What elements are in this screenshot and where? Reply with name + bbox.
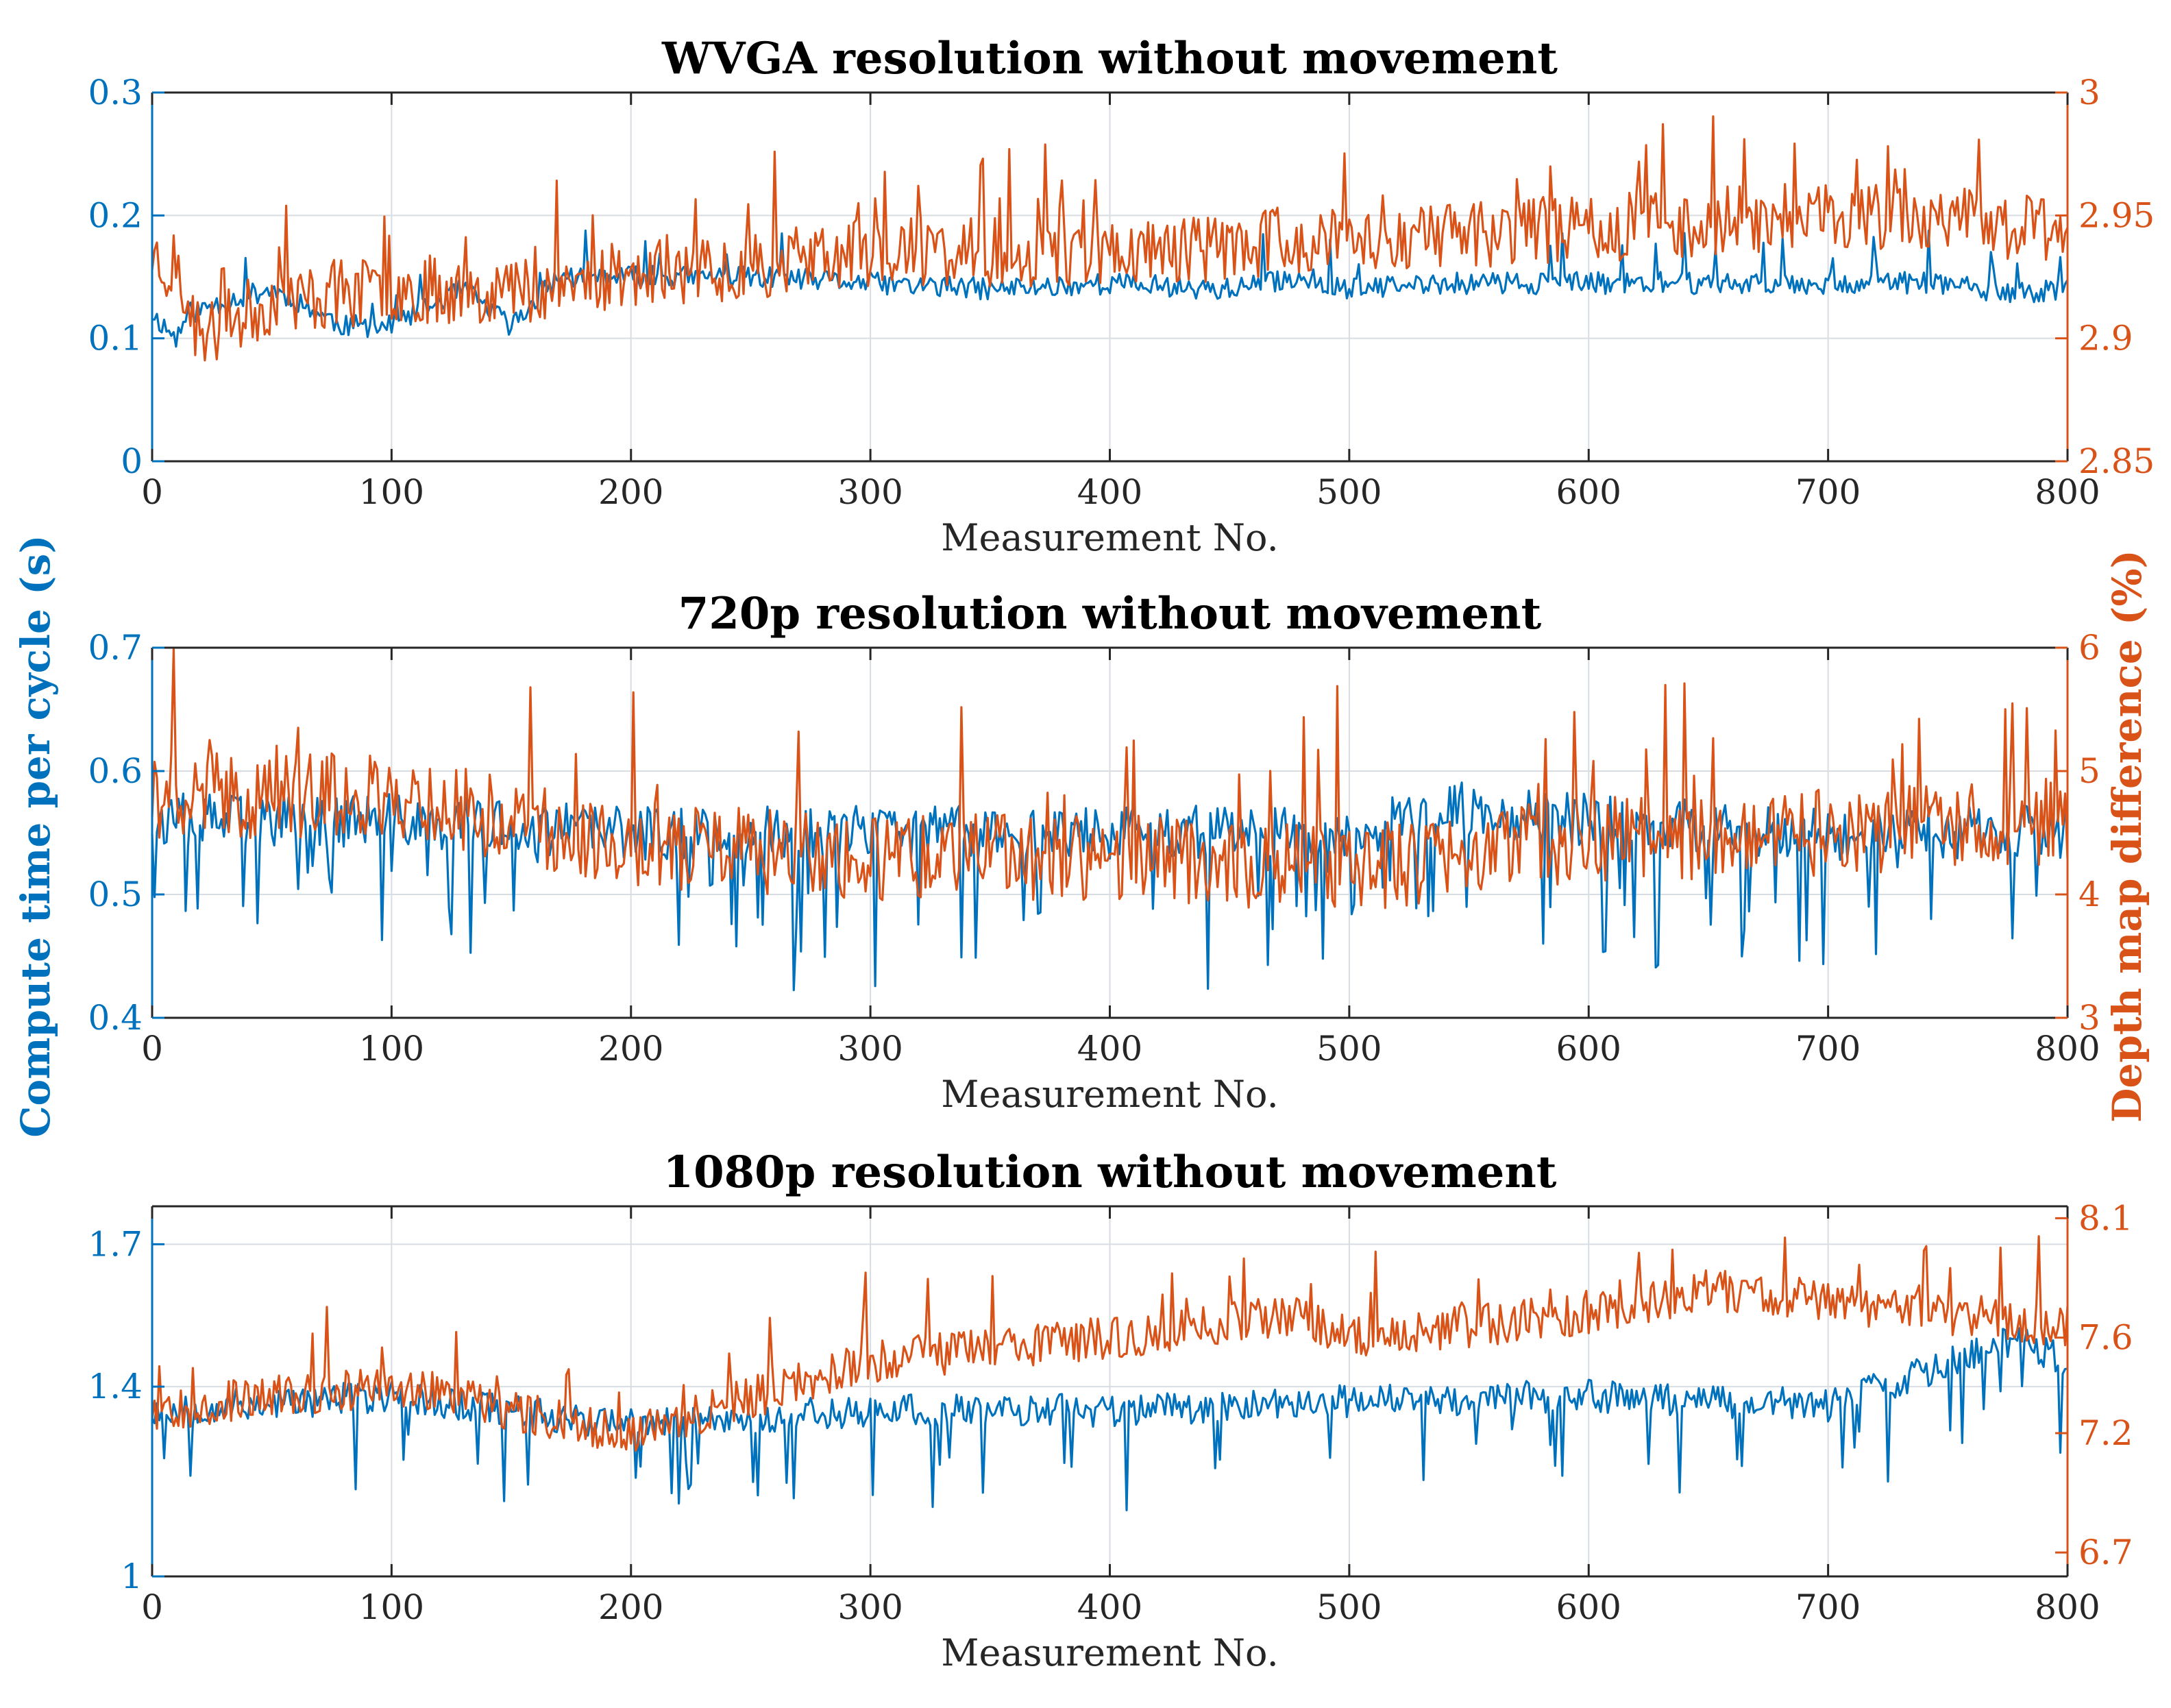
x-tick-label: 400 (1077, 1029, 1142, 1069)
y-left-tick-label: 1.7 (88, 1224, 143, 1264)
chart-title: 1080p resolution without movement (663, 1147, 1557, 1198)
y-left-tick-label: 1 (121, 1557, 143, 1596)
x-tick-label: 500 (1316, 1029, 1382, 1069)
x-axis-label: Measurement No. (941, 1631, 1279, 1674)
x-tick-label: 0 (141, 472, 163, 512)
x-tick-label: 800 (2035, 1029, 2100, 1069)
y-right-tick-label: 6 (2078, 628, 2100, 668)
x-tick-label: 100 (359, 472, 424, 512)
y-right-tick-label: 7.6 (2078, 1318, 2133, 1358)
x-tick-label: 500 (1316, 472, 1382, 512)
y-right-tick-label: 3 (2078, 998, 2100, 1038)
x-tick-label: 200 (598, 1587, 663, 1627)
series-line-right (151, 115, 2069, 362)
chart-panel-3: 0 100 200 300 400 500 600 700 800 1 1.4 1.7 6.7 7.2 7.… (88, 1147, 2133, 1674)
y-left-tick-label: 0.7 (88, 628, 143, 668)
shared-ylabel-left: Compute time per cycle (s) (12, 535, 59, 1137)
y-right-tick-label: 8.1 (2078, 1198, 2133, 1238)
x-tick-label: 800 (2035, 472, 2100, 512)
x-tick-label: 500 (1316, 1587, 1382, 1627)
x-tick-label: 200 (598, 1029, 663, 1069)
x-tick-label: 400 (1077, 1587, 1142, 1627)
x-tick-label: 600 (1556, 472, 1621, 512)
y-right-tick-label: 2.85 (2078, 441, 2155, 481)
x-tick-label: 300 (837, 472, 903, 512)
series-line-left (151, 1327, 2068, 1511)
x-axis-label: Measurement No. (941, 516, 1279, 559)
y-right-tick-label: 2.95 (2078, 195, 2155, 235)
x-tick-label: 400 (1077, 472, 1142, 512)
chart-panel-1: 0 100 200 300 400 500 600 700 800 0 0.1 0.2 0.3 2.85 2… (88, 33, 2155, 559)
x-tick-label: 200 (598, 472, 663, 512)
x-tick-label: 300 (837, 1587, 903, 1627)
y-right-tick-label: 3 (2078, 73, 2100, 112)
y-right-tick-label: 5 (2078, 751, 2100, 791)
chart-title: 720p resolution without movement (678, 588, 1542, 639)
series-line-left (151, 781, 2069, 992)
x-tick-label: 800 (2035, 1587, 2100, 1627)
y-left-tick-label: 0.2 (88, 195, 143, 235)
x-tick-label: 100 (359, 1587, 424, 1627)
x-tick-label: 0 (141, 1029, 163, 1069)
y-left-tick-label: 0.1 (88, 319, 143, 358)
y-left-tick-label: 0.5 (88, 875, 143, 914)
y-left-tick-label: 1.4 (88, 1367, 143, 1406)
x-tick-label: 700 (1795, 1029, 1861, 1069)
y-left-tick-label: 0.6 (88, 751, 143, 791)
x-tick-label: 0 (141, 1587, 163, 1627)
x-tick-label: 600 (1556, 1587, 1621, 1627)
x-tick-label: 700 (1795, 1587, 1861, 1627)
x-tick-label: 300 (837, 1029, 903, 1069)
shared-ylabel-right: Depth map difference (%) (2104, 550, 2150, 1123)
series-line-right (151, 648, 2069, 910)
x-tick-label: 700 (1795, 472, 1861, 512)
x-tick-label: 600 (1556, 1029, 1621, 1069)
chart-panel-2: 0 100 200 300 400 500 600 700 800 0.4 0.5 0.6 0.7 3 4 5… (88, 588, 2100, 1116)
series-line-right (151, 1235, 2069, 1452)
y-right-tick-label: 6.7 (2078, 1533, 2133, 1572)
y-right-tick-label: 7.2 (2078, 1413, 2133, 1453)
y-left-tick-label: 0.4 (88, 998, 143, 1038)
y-left-tick-label: 0.3 (88, 73, 143, 112)
y-right-tick-label: 4 (2078, 875, 2100, 914)
y-left-tick-label: 0 (121, 441, 143, 481)
x-axis-label: Measurement No. (941, 1073, 1279, 1116)
x-tick-label: 100 (359, 1029, 424, 1069)
chart-title: WVGA resolution without movement (661, 33, 1558, 84)
y-right-tick-label: 2.9 (2078, 319, 2133, 358)
